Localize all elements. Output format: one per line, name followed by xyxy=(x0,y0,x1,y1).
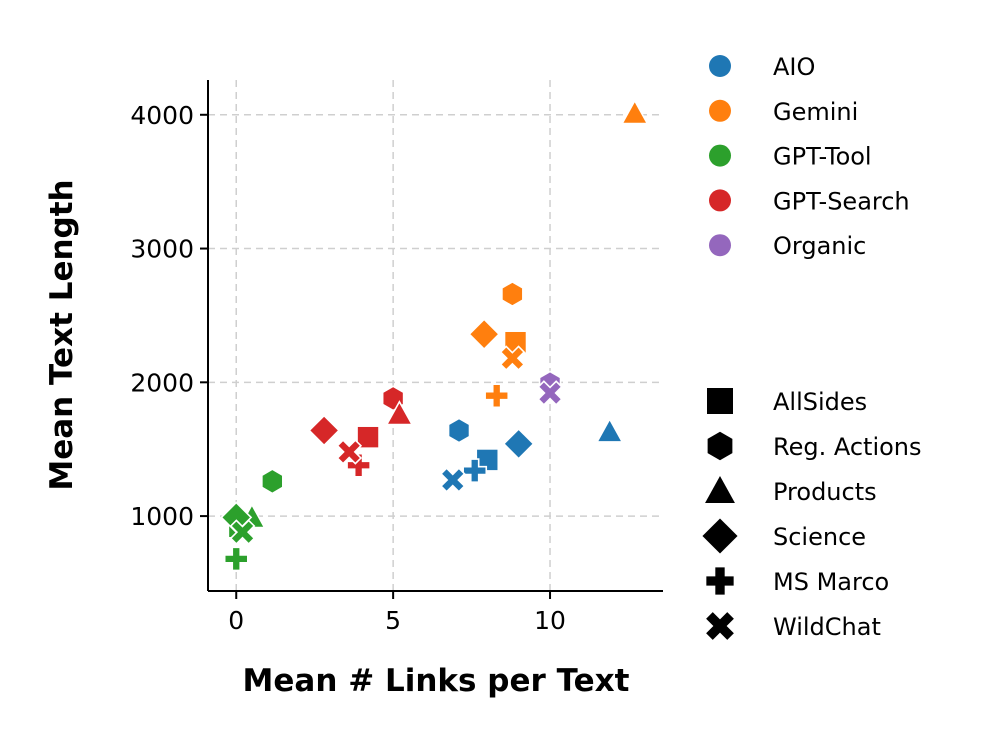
data-point-gemini-products xyxy=(620,99,649,125)
legend-marker-aio xyxy=(709,55,731,77)
legend-label-gemini: Gemini xyxy=(773,98,858,126)
data-point-aio-reg-actions xyxy=(447,417,471,444)
legend-label-organic: Organic xyxy=(773,232,866,260)
legend-marker-allsides xyxy=(707,388,733,414)
y-axis-label: Mean Text Length xyxy=(44,179,80,490)
legend-marker-gpt-tool xyxy=(709,144,731,167)
data-point-gpt-search-science xyxy=(308,414,341,447)
legend-label-aio: AIO xyxy=(773,53,815,81)
legend-marker-products xyxy=(705,476,735,503)
legend-label-science: Science xyxy=(773,523,866,551)
data-point-gemini-ms-marco xyxy=(484,383,510,409)
legend-label-gpt-tool: GPT-Tool xyxy=(773,143,872,171)
data-point-aio-products xyxy=(595,417,624,443)
legend-label-products: Products xyxy=(773,478,877,506)
y-tick-label-3000: 3000 xyxy=(130,235,194,264)
data-point-gpt-tool-reg-actions xyxy=(261,468,284,495)
data-point-gemini-science xyxy=(468,318,501,351)
y-tick-label-1000: 1000 xyxy=(130,502,194,531)
x-tick-label-5: 5 xyxy=(385,606,401,635)
data-point-gpt-search-wildchat xyxy=(336,439,363,465)
data-point-gpt-search-wildchat xyxy=(336,439,363,465)
data-point-gpt-tool-wildchat xyxy=(229,519,256,546)
data-point-aio-wildchat xyxy=(439,467,466,493)
legend-label-gpt-search: GPT-Search xyxy=(773,187,910,215)
data-point-organic-wildchat xyxy=(537,380,563,406)
data-point-organic-wildchat xyxy=(537,380,563,406)
data-points xyxy=(220,99,649,572)
data-point-gpt-search-ms-marco xyxy=(346,452,371,478)
data-point-aio-wildchat xyxy=(439,467,466,493)
data-point-gpt-search-products xyxy=(385,400,414,426)
data-point-gemini-wildchat xyxy=(499,345,526,372)
legend-label-reg-actions: Reg. Actions xyxy=(773,433,922,461)
legend-marker-gpt-search xyxy=(709,189,731,212)
legend-marker-gemini xyxy=(709,99,731,122)
x-tick-label-10: 10 xyxy=(534,606,566,635)
legend-marker-ms-marco xyxy=(706,567,734,595)
grid xyxy=(208,80,663,591)
data-point-gemini-wildchat xyxy=(499,345,526,372)
legend-marker-reg-actions xyxy=(707,431,733,461)
data-point-gemini-reg-actions xyxy=(501,281,524,308)
y-tick-label-2000: 2000 xyxy=(130,368,194,397)
y-tick-label-4000: 4000 xyxy=(130,101,194,130)
data-point-aio-science xyxy=(502,427,535,460)
legend-marker-organic xyxy=(709,234,731,257)
legend: AIO Gemini GPT-Tool GPT-Search Organic AllSid… xyxy=(702,53,922,641)
data-point-aio-ms-marco xyxy=(462,458,488,483)
legend-marker-wildchat xyxy=(706,612,734,640)
legend-label-wildchat: WildChat xyxy=(773,613,881,641)
data-point-gpt-tool-ms-marco xyxy=(223,546,249,572)
x-tick-label-0: 0 xyxy=(228,606,244,635)
legend-label-allsides: AllSides xyxy=(773,388,867,416)
data-point-gpt-tool-wildchat xyxy=(229,519,256,546)
axes xyxy=(207,80,663,592)
legend-marker-wildchat xyxy=(706,612,734,640)
x-axis-label: Mean # Links per Text xyxy=(243,663,630,699)
data-point-gpt-search-allsides xyxy=(356,425,380,449)
legend-label-ms-marco: MS Marco xyxy=(773,568,889,596)
legend-marker-science xyxy=(702,518,738,554)
ticks: 0 5 10 1000 2000 3000 4000 xyxy=(130,101,566,635)
